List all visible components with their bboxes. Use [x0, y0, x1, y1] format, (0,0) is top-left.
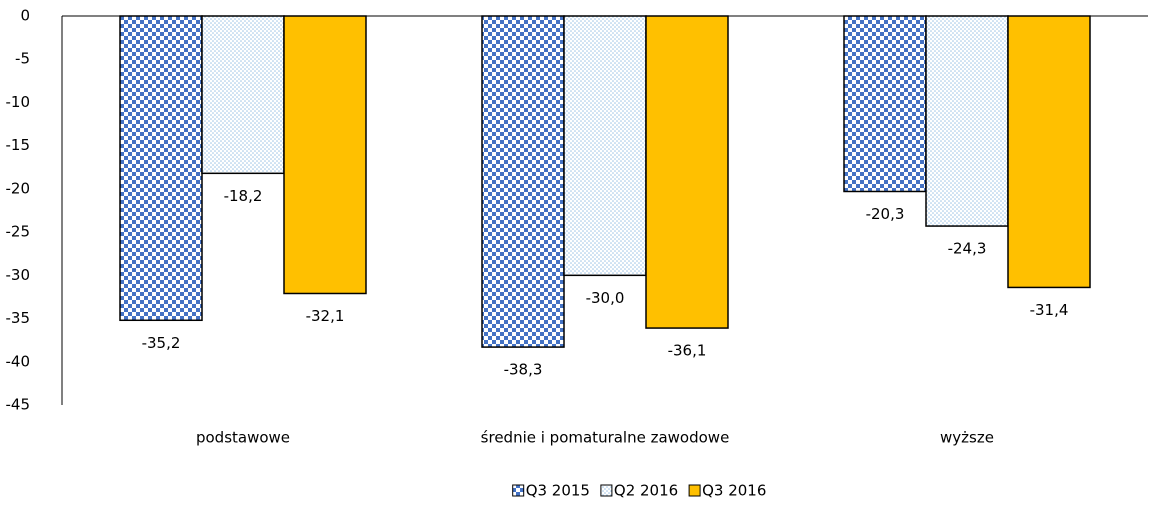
y-tick-label: -40: [6, 352, 31, 370]
y-tick-label: -5: [15, 50, 30, 68]
data-label: -18,2: [224, 187, 263, 205]
legend-swatch: [688, 484, 701, 497]
y-tick-label: -25: [6, 223, 31, 241]
x-tick-label: średnie i pomaturalne zawodowe: [481, 429, 730, 447]
data-label: -32,1: [306, 307, 345, 325]
data-label: -20,3: [866, 205, 905, 223]
data-label: -31,4: [1030, 301, 1069, 319]
legend-label: Q3 2016: [702, 482, 766, 500]
legend-swatch: [600, 484, 613, 497]
bar: [563, 15, 647, 277]
bar: [843, 15, 927, 193]
bar: [201, 15, 285, 175]
legend-swatch: [512, 484, 525, 497]
legend-label: Q2 2016: [614, 482, 678, 500]
x-tick-label: wyższe: [940, 429, 994, 447]
y-tick-label: -45: [6, 396, 31, 414]
bar: [481, 15, 565, 348]
data-label: -24,3: [948, 240, 987, 258]
y-tick-label: 0: [20, 7, 30, 25]
y-tick-label: -20: [6, 179, 31, 197]
bar: [283, 15, 367, 295]
bar: [1007, 15, 1091, 289]
y-tick-label: -35: [6, 309, 31, 327]
y-tick-label: -15: [6, 136, 31, 154]
data-label: -35,2: [142, 334, 181, 352]
y-tick-label: -30: [6, 266, 31, 284]
bar: [645, 15, 729, 329]
legend-label: Q3 2015: [526, 482, 590, 500]
y-tick-label: -10: [6, 93, 31, 111]
bar: [925, 15, 1009, 227]
data-label: -36,1: [668, 342, 707, 360]
data-label: -38,3: [504, 361, 543, 379]
data-label: -30,0: [586, 289, 625, 307]
x-tick-label: podstawowe: [196, 429, 290, 447]
bar: [119, 15, 203, 322]
